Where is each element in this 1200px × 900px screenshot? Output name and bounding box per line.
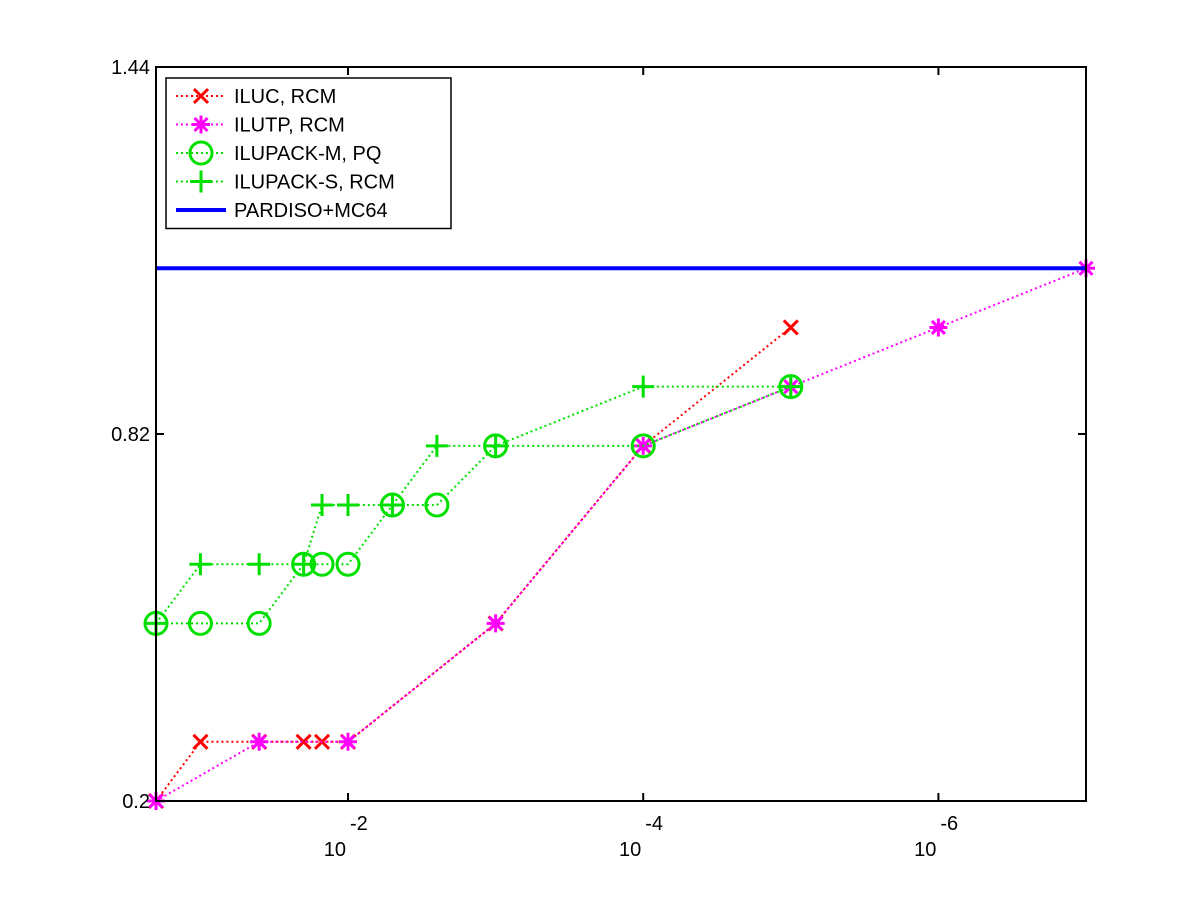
legend: ILUC, RCM ILUTP, RCM ILUPACK-M, PQ ILUPACK-… (165, 77, 452, 230)
y-tick-label: 0.82 (111, 424, 150, 446)
legend-marker (190, 170, 212, 193)
data-point-4 (486, 614, 505, 633)
data-point-2 (250, 732, 269, 751)
data-point-7 (929, 318, 948, 337)
data-point-10 (632, 375, 655, 398)
axes: 10-210-410-60.20.821.44 (111, 57, 1087, 861)
data-point-6 (337, 494, 360, 517)
legend-label: ILUC, RCM (234, 86, 336, 108)
series-line (156, 385, 792, 625)
legend-marker (188, 140, 214, 166)
data-point-9 (782, 319, 799, 336)
legend-entry-2: ILUTP, RCM (176, 115, 345, 137)
data-point-3 (339, 732, 358, 751)
data-point-5 (311, 494, 334, 517)
data-point-9 (484, 434, 507, 457)
x-tick-exponent: -4 (645, 813, 663, 835)
data-point-11 (779, 375, 802, 398)
x-tick-exponent: -2 (350, 813, 368, 835)
data-point-7 (381, 494, 404, 517)
data-point-4 (295, 733, 312, 750)
x-tick-label: 10 (324, 839, 346, 861)
legend-entry-5: PARDISO+MC64 (176, 200, 388, 222)
data-point-6 (335, 551, 361, 577)
x-tick-label: 10 (914, 839, 936, 861)
x-tick-label: 10 (619, 839, 641, 861)
legend-marker (192, 115, 210, 134)
series-layer (143, 259, 1095, 810)
legend-box (165, 77, 452, 230)
data-point-2 (192, 733, 209, 750)
data-point-10 (630, 433, 656, 459)
data-point-2 (187, 610, 213, 636)
legend-label: ILUTP, RCM (234, 115, 345, 137)
legend-entry-1: ILUC, RCM (176, 86, 336, 108)
data-point-8 (425, 434, 448, 457)
x-tick-exponent: -6 (940, 813, 958, 835)
legend-label: ILUPACK-M, PQ (234, 143, 381, 165)
data-point-2 (189, 553, 212, 576)
y-tick-label: 0.2 (122, 791, 150, 813)
legend-entry-4: ILUPACK-S, RCM (176, 170, 395, 194)
y-tick-label: 1.44 (111, 57, 150, 79)
legend-label: PARDISO+MC64 (234, 200, 388, 222)
legend-marker (192, 87, 210, 105)
legend-entry-3: ILUPACK-M, PQ (176, 140, 381, 166)
data-point-8 (424, 492, 450, 518)
legend-label: ILUPACK-S, RCM (234, 172, 395, 194)
data-point-3 (248, 553, 271, 576)
data-point-3 (246, 610, 272, 636)
data-point-4 (292, 553, 315, 576)
